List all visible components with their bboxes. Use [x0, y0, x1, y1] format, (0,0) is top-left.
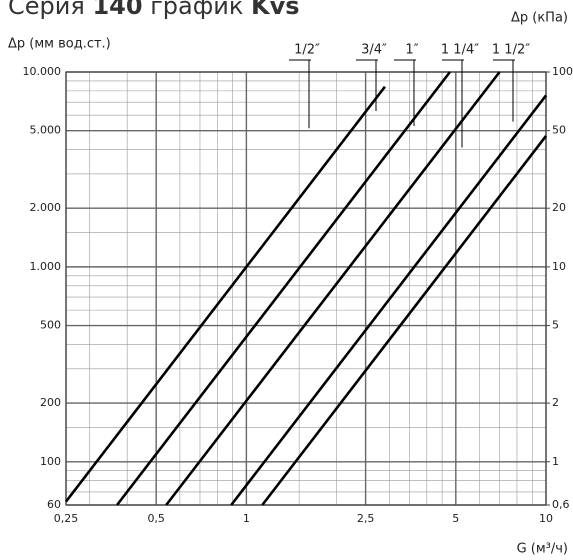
x-tick-label: 5 — [452, 512, 459, 525]
series-label: 1″ — [405, 43, 418, 58]
x-tick-label: 10 — [539, 512, 553, 525]
x-tick-label: 2,5 — [357, 512, 375, 525]
y-tick-label: 200 — [40, 396, 61, 409]
y2-tick-label: 20 — [552, 201, 566, 214]
y2-axis-label: Δp (кПа) — [511, 11, 568, 26]
y-tick-label: 2.000 — [30, 201, 62, 214]
y2-tick-label: 1 — [552, 455, 559, 468]
x-tick-label: 0,5 — [147, 512, 165, 525]
y2-tick-label: 100 — [552, 65, 573, 78]
y2-tick-label: 50 — [552, 124, 566, 137]
series-label: 3/4″ — [361, 43, 387, 58]
series-line — [261, 135, 548, 506]
y-tick-label: 1.000 — [30, 260, 62, 273]
chart-title: Серия 140 график Kvs — [8, 0, 300, 20]
y-tick-label: 5.000 — [30, 124, 62, 137]
x-tick-label: 0,25 — [54, 512, 79, 525]
y-tick-label: 10.000 — [23, 65, 62, 78]
y2-tick-label: 10 — [552, 260, 566, 273]
y-axis-label: Δp (мм вод.ст.) — [8, 37, 111, 52]
plot-frame — [65, 71, 547, 506]
y2-tick-label: 5 — [552, 319, 559, 332]
series-line — [165, 71, 501, 506]
x-axis-label: G (м³/ч) — [517, 542, 568, 557]
y-tick-label: 100 — [40, 455, 61, 468]
series-label: 1/2″ — [294, 43, 320, 58]
y2-tick-label: 2 — [552, 396, 559, 409]
series-line — [64, 85, 386, 503]
series-line — [115, 71, 451, 506]
y-tick-label: 60 — [47, 498, 61, 511]
series-line — [230, 94, 548, 506]
y-tick-label: 500 — [40, 319, 61, 332]
series-label: 1 1/4″ — [441, 43, 479, 58]
y2-tick-label: 0,6 — [552, 498, 570, 511]
series-label: 1 1/2″ — [492, 43, 530, 58]
x-tick-label: 1 — [243, 512, 250, 525]
